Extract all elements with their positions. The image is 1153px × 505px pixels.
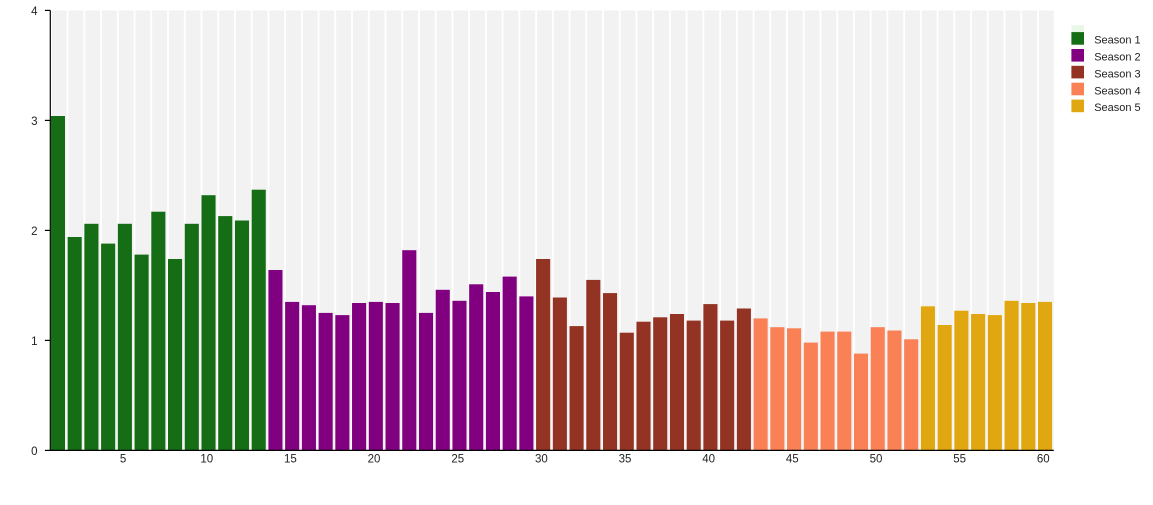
- svg-text:3: 3: [31, 116, 37, 128]
- svg-text:Season 1: Season 1: [1094, 35, 1140, 47]
- svg-text:2: 2: [31, 226, 37, 238]
- svg-text:35: 35: [619, 454, 632, 466]
- svg-text:Season 2: Season 2: [1094, 52, 1140, 64]
- svg-text:40: 40: [702, 454, 715, 466]
- svg-text:Season 3: Season 3: [1094, 68, 1140, 80]
- svg-text:55: 55: [953, 454, 966, 466]
- svg-text:20: 20: [368, 454, 381, 466]
- svg-text:Season 5: Season 5: [1094, 102, 1140, 114]
- svg-text:60: 60: [1037, 454, 1050, 466]
- svg-text:5: 5: [120, 454, 126, 466]
- svg-text:Season 4: Season 4: [1094, 85, 1140, 97]
- svg-text:45: 45: [786, 454, 799, 466]
- svg-text:15: 15: [284, 454, 297, 466]
- svg-text:50: 50: [870, 454, 883, 466]
- svg-text:30: 30: [535, 454, 548, 466]
- svg-text:0: 0: [31, 446, 37, 458]
- svg-text:4: 4: [31, 6, 38, 18]
- svg-text:1: 1: [31, 336, 37, 348]
- svg-text:25: 25: [451, 454, 464, 466]
- svg-text:10: 10: [200, 454, 213, 466]
